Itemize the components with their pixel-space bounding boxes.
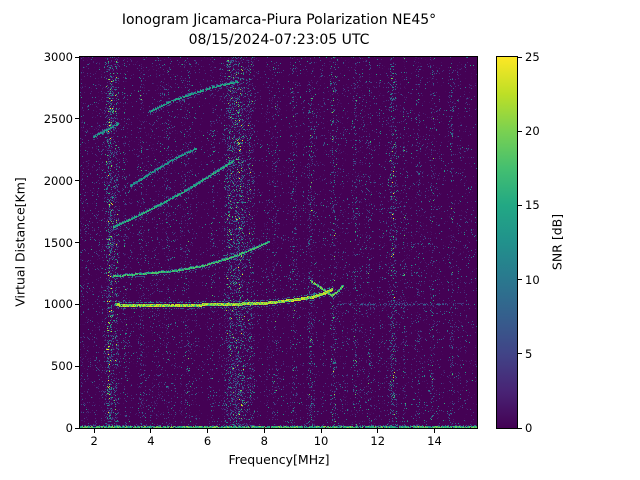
x-tick <box>150 429 152 433</box>
y-tick-label: 1500 <box>43 235 73 250</box>
heatmap-canvas <box>80 57 477 428</box>
y-tick <box>75 118 79 120</box>
colorbar-label: SNR [dB] <box>549 213 565 271</box>
colorbar-tick-label: 25 <box>525 50 540 64</box>
x-tick-label: 8 <box>260 434 268 448</box>
x-tick <box>320 429 322 433</box>
x-tick <box>93 429 95 433</box>
x-tick <box>263 429 265 433</box>
y-tick-label: 2500 <box>43 111 73 126</box>
x-tick <box>377 429 379 433</box>
colorbar-gradient <box>497 57 517 428</box>
y-axis-label: Virtual Distance[Km] <box>12 177 28 307</box>
colorbar-tick <box>518 204 522 206</box>
y-tick <box>75 303 79 305</box>
colorbar-tick <box>518 56 522 58</box>
y-tick <box>75 56 79 58</box>
x-tick <box>433 429 435 433</box>
colorbar-tick-label: 20 <box>525 124 540 139</box>
x-axis-label: Frequency[MHz] <box>228 452 330 467</box>
x-tick-label: 12 <box>370 434 386 448</box>
colorbar <box>496 56 518 429</box>
y-tick <box>75 365 79 367</box>
plot-area <box>79 56 478 429</box>
x-tick-label: 2 <box>90 434 98 448</box>
colorbar-tick-label: 0 <box>525 421 533 435</box>
x-tick-label: 4 <box>147 434 155 448</box>
y-tick-label: 500 <box>51 359 73 374</box>
y-tick <box>75 242 79 243</box>
x-tick-label: 6 <box>203 434 212 448</box>
colorbar-tick <box>518 427 522 429</box>
y-tick-label: 2000 <box>43 173 73 188</box>
y-tick-label: 0 <box>65 421 73 435</box>
x-tick <box>207 429 209 433</box>
colorbar-tick-label: 5 <box>525 346 533 361</box>
chart-title: Ionogram Jicamarca-Piura Polarization NE… <box>121 12 437 28</box>
colorbar-tick-label: 10 <box>525 272 540 287</box>
colorbar-tick <box>518 353 522 355</box>
y-tick <box>75 427 79 429</box>
y-tick-label: 3000 <box>43 50 73 64</box>
chart-subtitle: 08/15/2024-07:23:05 UTC <box>188 32 370 48</box>
y-tick <box>75 180 79 182</box>
x-tick-label: 14 <box>427 434 442 448</box>
colorbar-tick <box>518 279 522 281</box>
x-tick-label: 10 <box>313 434 329 448</box>
colorbar-tick-label: 15 <box>525 198 540 213</box>
colorbar-tick <box>518 130 522 132</box>
y-tick-label: 1000 <box>43 297 73 312</box>
